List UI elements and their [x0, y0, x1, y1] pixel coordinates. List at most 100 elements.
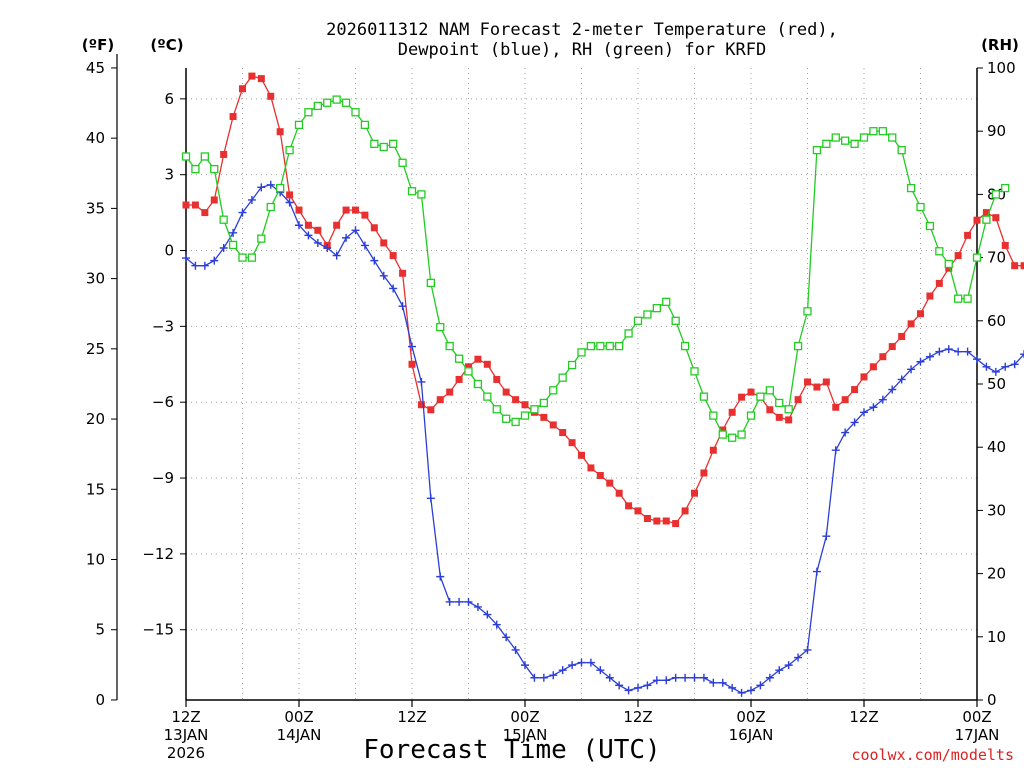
- temperature-point: [935, 279, 943, 287]
- rh-tick-label: 20: [987, 565, 1006, 583]
- dewpoint-point: [963, 347, 972, 356]
- celsius-tick-label: 0: [164, 242, 174, 260]
- temperature-point: [286, 191, 294, 199]
- x-tick-time-label: 00Z: [510, 708, 539, 726]
- dewpoint-point: [850, 418, 859, 427]
- celsius-tick-label: −6: [152, 393, 174, 411]
- rh-tick-label: 0: [987, 691, 997, 709]
- relative-humidity-point: [982, 215, 991, 224]
- dewpoint-point: [662, 676, 671, 685]
- relative-humidity-point: [699, 392, 709, 401]
- temperature-point: [408, 360, 416, 368]
- temperature-point: [879, 353, 887, 361]
- dewpoint-point: [973, 355, 981, 364]
- dewpoint-point: [332, 251, 341, 260]
- temperature-point: [549, 421, 557, 429]
- relative-humidity-point: [737, 430, 746, 439]
- relative-humidity-point: [549, 386, 558, 395]
- temperature-point: [804, 378, 811, 386]
- temperature-point: [625, 502, 633, 510]
- dewpoint-point: [492, 620, 501, 629]
- temperature-point: [465, 363, 472, 371]
- dewpoint-point: [455, 597, 464, 606]
- relative-humidity-point: [294, 120, 304, 130]
- dewpoint-point: [210, 256, 219, 265]
- celsius-tick-label: 3: [164, 166, 174, 184]
- relative-humidity-point: [389, 139, 398, 148]
- relative-humidity-point: [502, 414, 511, 423]
- relative-humidity-point: [728, 433, 737, 442]
- dewpoint-point: [1010, 360, 1019, 369]
- celsius-tick-label: −9: [152, 469, 174, 487]
- temperature-point: [474, 355, 482, 363]
- temperature-point: [352, 206, 359, 214]
- fahrenheit-tick-label: 5: [95, 621, 105, 639]
- temperature-point: [559, 429, 567, 437]
- relative-humidity-point: [219, 215, 228, 224]
- temperature-point: [512, 396, 520, 404]
- relative-humidity-point: [633, 316, 643, 325]
- dewpoint-point: [511, 645, 520, 654]
- relative-humidity-point: [200, 152, 209, 161]
- temperature-point: [210, 196, 218, 204]
- dewpoint-point: [285, 198, 294, 207]
- temperature-point: [267, 92, 275, 100]
- temperature-point: [389, 252, 397, 260]
- dewpoint-point: [888, 385, 897, 394]
- temperature-point: [738, 393, 746, 401]
- relative-humidity-line: [185, 98, 1006, 439]
- temperature-line: [186, 75, 1024, 525]
- dewpoint-point: [916, 357, 925, 366]
- fahrenheit-tick-label: 40: [86, 129, 105, 147]
- dewpoint-point: [643, 681, 652, 690]
- relative-humidity-point: [680, 341, 690, 351]
- relative-humidity-point: [417, 190, 426, 199]
- relative-humidity-point: [793, 341, 803, 351]
- dewpoint-point: [219, 243, 228, 252]
- chart-title-line-2: Dewpoint (blue), RH (green) for KRFD: [398, 40, 766, 60]
- temperature-point: [662, 517, 670, 525]
- celsius-tick-label: −3: [152, 317, 174, 335]
- temperature-point: [775, 413, 783, 421]
- x-tick-time-label: 12Z: [397, 708, 426, 726]
- relative-humidity-point: [266, 202, 275, 212]
- temperature-point: [747, 388, 755, 396]
- dewpoint-point: [436, 572, 445, 581]
- relative-humidity-point: [247, 253, 257, 262]
- dewpoint-point: [483, 610, 492, 619]
- temperature-point: [907, 320, 915, 328]
- temperature-point: [521, 401, 529, 409]
- dewpoint-point: [323, 243, 332, 252]
- relative-humidity-point: [850, 139, 859, 148]
- relative-humidity-point: [746, 411, 756, 420]
- dewpoint-point: [652, 676, 661, 685]
- temperature-point: [220, 150, 228, 158]
- relative-humidity-point: [436, 322, 445, 332]
- temperature-point: [1011, 262, 1019, 270]
- celsius-unit-label: (ºC): [150, 36, 183, 54]
- relative-humidity-point: [558, 373, 567, 382]
- dewpoint-point: [304, 231, 313, 240]
- rh-tick-label: 30: [987, 501, 1006, 519]
- temperature-point: [982, 209, 990, 217]
- relative-humidity-point: [963, 294, 972, 303]
- relative-humidity-point: [662, 297, 671, 306]
- dewpoint-point: [389, 284, 398, 293]
- relative-humidity-point: [690, 367, 699, 376]
- temperature-point: [455, 375, 463, 383]
- relative-humidity-point: [859, 133, 869, 142]
- temperature-point: [766, 406, 774, 414]
- dewpoint-point: [182, 254, 190, 263]
- temperature-point: [653, 517, 661, 525]
- dewpoint-point: [229, 228, 238, 237]
- relative-humidity-point: [228, 240, 238, 250]
- temperature-point: [841, 396, 849, 404]
- temperature-point: [728, 408, 736, 416]
- dewpoint-point: [426, 494, 435, 503]
- dewpoint-point: [756, 681, 765, 690]
- relative-humidity-point: [812, 146, 822, 155]
- dewpoint-point: [473, 602, 482, 611]
- relative-humidity-point: [596, 341, 605, 351]
- dewpoint-point: [869, 403, 878, 412]
- temperature-point: [615, 489, 623, 497]
